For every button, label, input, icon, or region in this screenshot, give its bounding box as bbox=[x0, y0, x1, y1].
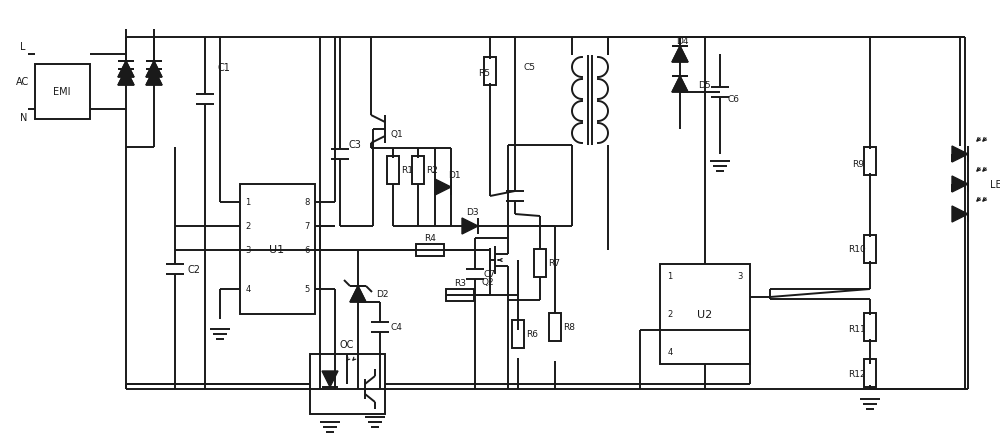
Text: D4: D4 bbox=[676, 36, 688, 46]
Text: D1: D1 bbox=[448, 171, 461, 180]
Bar bbox=[310, 354, 385, 414]
Text: 4: 4 bbox=[245, 285, 251, 294]
Text: C1: C1 bbox=[217, 63, 230, 73]
Text: R7: R7 bbox=[548, 259, 560, 268]
Text: LED: LED bbox=[990, 180, 1000, 190]
Polygon shape bbox=[350, 286, 366, 302]
Text: D2: D2 bbox=[376, 290, 389, 299]
Polygon shape bbox=[952, 177, 968, 193]
Text: C6: C6 bbox=[728, 95, 740, 104]
Text: R3: R3 bbox=[454, 279, 466, 288]
Text: L: L bbox=[20, 42, 26, 52]
Text: 6: 6 bbox=[304, 246, 310, 255]
Text: R1: R1 bbox=[401, 166, 413, 175]
Text: D3: D3 bbox=[466, 208, 478, 217]
Bar bbox=[416, 244, 444, 256]
Bar bbox=[549, 313, 561, 341]
Polygon shape bbox=[350, 286, 366, 302]
Text: R2: R2 bbox=[426, 166, 438, 175]
Text: R5: R5 bbox=[478, 68, 490, 77]
Text: 3: 3 bbox=[737, 272, 743, 281]
Text: 8: 8 bbox=[304, 198, 310, 207]
Text: D5: D5 bbox=[698, 80, 711, 89]
Text: AC: AC bbox=[16, 77, 29, 87]
Bar bbox=[864, 148, 876, 176]
Text: 2: 2 bbox=[245, 222, 251, 231]
Text: 7: 7 bbox=[304, 222, 310, 231]
Text: C7: C7 bbox=[483, 270, 495, 279]
Polygon shape bbox=[118, 70, 134, 86]
Polygon shape bbox=[672, 77, 688, 93]
Polygon shape bbox=[952, 147, 968, 163]
Polygon shape bbox=[462, 218, 478, 234]
Polygon shape bbox=[952, 207, 968, 223]
Bar bbox=[660, 264, 750, 364]
Text: R9: R9 bbox=[852, 160, 864, 169]
Text: C3: C3 bbox=[348, 140, 361, 150]
Polygon shape bbox=[146, 70, 162, 86]
Polygon shape bbox=[146, 70, 162, 86]
Text: N: N bbox=[20, 113, 27, 123]
Bar bbox=[412, 157, 424, 184]
Text: C4: C4 bbox=[390, 323, 402, 332]
Bar bbox=[484, 58, 496, 86]
Text: 2: 2 bbox=[667, 310, 673, 319]
Text: R10: R10 bbox=[848, 245, 866, 254]
Text: Q2: Q2 bbox=[482, 278, 494, 287]
Polygon shape bbox=[146, 62, 162, 78]
Bar bbox=[446, 289, 474, 301]
Text: R11: R11 bbox=[848, 325, 866, 334]
Text: R8: R8 bbox=[563, 323, 575, 332]
Bar bbox=[512, 320, 524, 348]
Polygon shape bbox=[118, 62, 134, 78]
Bar bbox=[35, 65, 90, 120]
Text: OC: OC bbox=[340, 339, 354, 349]
Text: Q1: Q1 bbox=[390, 130, 403, 139]
Text: 1: 1 bbox=[667, 272, 673, 281]
Text: R12: R12 bbox=[848, 370, 866, 378]
Polygon shape bbox=[672, 47, 688, 63]
Text: R6: R6 bbox=[526, 330, 538, 339]
Text: 4: 4 bbox=[667, 348, 673, 357]
Text: 1: 1 bbox=[245, 198, 251, 207]
Text: C2: C2 bbox=[187, 264, 200, 274]
Text: 5: 5 bbox=[304, 285, 310, 294]
Text: 3: 3 bbox=[245, 246, 251, 255]
Polygon shape bbox=[146, 62, 162, 78]
Text: U1: U1 bbox=[269, 244, 285, 254]
Bar bbox=[240, 184, 315, 314]
Bar bbox=[864, 236, 876, 263]
Bar bbox=[864, 359, 876, 387]
Text: EMI: EMI bbox=[53, 87, 71, 97]
Polygon shape bbox=[672, 77, 688, 93]
Polygon shape bbox=[118, 70, 134, 86]
Bar bbox=[387, 157, 399, 184]
Polygon shape bbox=[118, 62, 134, 78]
Bar bbox=[534, 250, 546, 277]
Polygon shape bbox=[435, 180, 451, 196]
Text: U2: U2 bbox=[697, 309, 713, 319]
Polygon shape bbox=[672, 47, 688, 63]
Text: R4: R4 bbox=[424, 234, 436, 243]
Bar bbox=[864, 313, 876, 341]
Text: C5: C5 bbox=[523, 63, 535, 72]
Polygon shape bbox=[322, 371, 338, 387]
